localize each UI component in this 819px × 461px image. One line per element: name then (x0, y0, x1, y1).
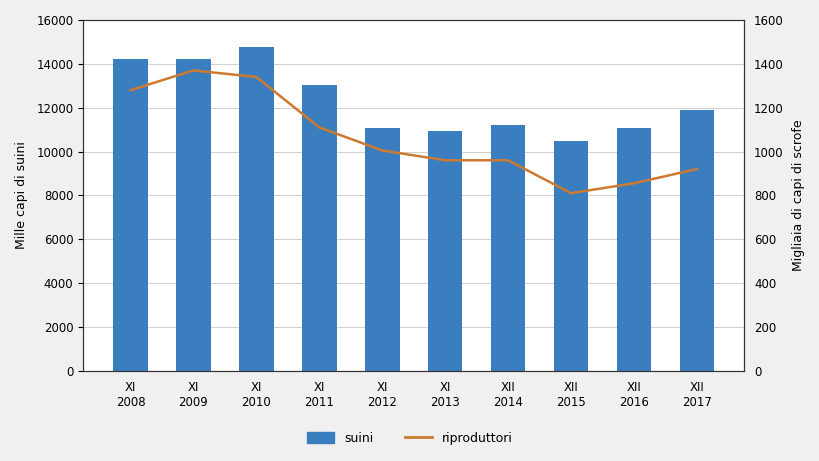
Bar (239, 47, 274, 371)
riproduttori (314, 124, 324, 130)
riproduttori (125, 88, 135, 93)
Legend: suini, riproduttori: suini, riproduttori (301, 427, 518, 450)
Bar (679, 110, 713, 371)
Bar (301, 85, 336, 371)
Bar (428, 130, 462, 371)
riproduttori (440, 158, 450, 163)
riproduttori (691, 166, 701, 172)
riproduttori (503, 158, 513, 163)
riproduttori (251, 74, 261, 80)
riproduttori (628, 181, 638, 186)
Bar (113, 59, 147, 371)
riproduttori (188, 68, 198, 73)
Y-axis label: Mille capi di suini: Mille capi di suini (15, 142, 28, 249)
riproduttori (565, 190, 575, 196)
Bar (176, 59, 210, 371)
Bar (616, 129, 650, 371)
Bar (364, 129, 399, 371)
Bar (490, 125, 525, 371)
Bar (553, 141, 587, 371)
Y-axis label: Migliaia di capi di scrofe: Migliaia di capi di scrofe (791, 119, 804, 271)
Line: riproduttori: riproduttori (130, 71, 696, 193)
riproduttori (377, 148, 387, 153)
